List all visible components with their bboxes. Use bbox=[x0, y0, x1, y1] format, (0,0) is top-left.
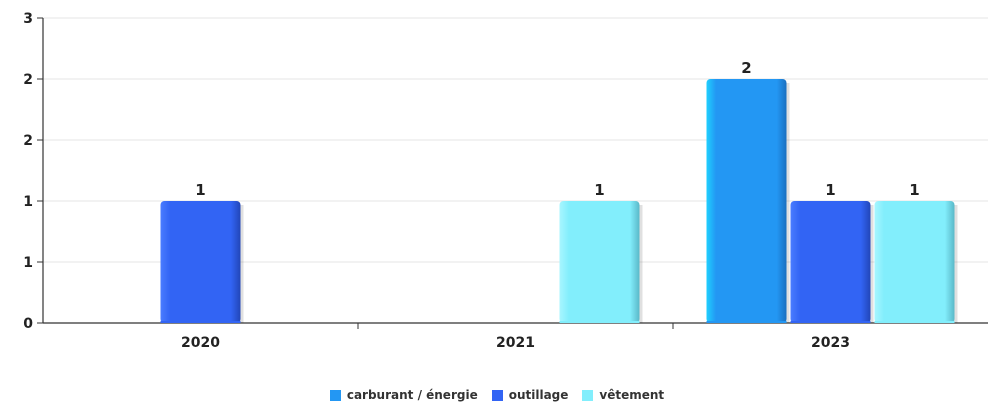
bar-shadow bbox=[784, 83, 790, 323]
y-tick-label: 0 bbox=[23, 316, 33, 332]
data-label: 2 bbox=[741, 59, 751, 77]
bars bbox=[160, 79, 958, 323]
y-tick-label: 2 bbox=[23, 72, 33, 88]
bar bbox=[874, 201, 955, 323]
bar-shadow bbox=[238, 205, 244, 323]
bar bbox=[160, 201, 241, 323]
bar-shadow bbox=[868, 205, 874, 323]
bar-chart: 0 1 1 2 2 3 2020 2021 2023 1 1 2 1 1 bbox=[23, 11, 988, 351]
legend-item[interactable]: vêtement bbox=[582, 388, 664, 402]
legend-item[interactable]: outillage bbox=[491, 388, 569, 402]
data-label: 1 bbox=[825, 181, 835, 199]
bar-base bbox=[559, 321, 640, 323]
y-tick-label: 1 bbox=[23, 194, 33, 210]
data-label: 1 bbox=[909, 181, 919, 199]
data-label: 1 bbox=[594, 181, 604, 199]
bar-base bbox=[874, 321, 955, 323]
x-tick-label: 2023 bbox=[811, 335, 850, 351]
legend-swatch bbox=[582, 389, 594, 401]
bar-base bbox=[706, 321, 787, 323]
legend-label: vêtement bbox=[599, 388, 665, 402]
legend-label: carburant / énergie bbox=[346, 388, 478, 402]
legend-swatch bbox=[329, 389, 341, 401]
x-tick-label: 2020 bbox=[181, 335, 220, 351]
y-tick-label: 1 bbox=[23, 255, 33, 271]
data-labels: 1 1 2 1 1 bbox=[195, 59, 919, 199]
legend-swatch bbox=[491, 389, 503, 401]
legend-label: outillage bbox=[508, 388, 569, 402]
bar-base bbox=[790, 321, 871, 323]
bar-shadow bbox=[952, 205, 958, 323]
bar bbox=[706, 79, 787, 323]
bar bbox=[559, 201, 640, 323]
legend: carburant / énergie outillage vêtement bbox=[0, 388, 994, 402]
legend-item[interactable]: carburant / énergie bbox=[329, 388, 478, 402]
bar bbox=[790, 201, 871, 323]
y-tick-label: 2 bbox=[23, 133, 33, 149]
data-label: 1 bbox=[195, 181, 205, 199]
bar-shadow bbox=[637, 205, 643, 323]
bar-base bbox=[160, 321, 241, 323]
x-tick-label: 2021 bbox=[496, 335, 535, 351]
y-tick-label: 3 bbox=[23, 11, 33, 27]
